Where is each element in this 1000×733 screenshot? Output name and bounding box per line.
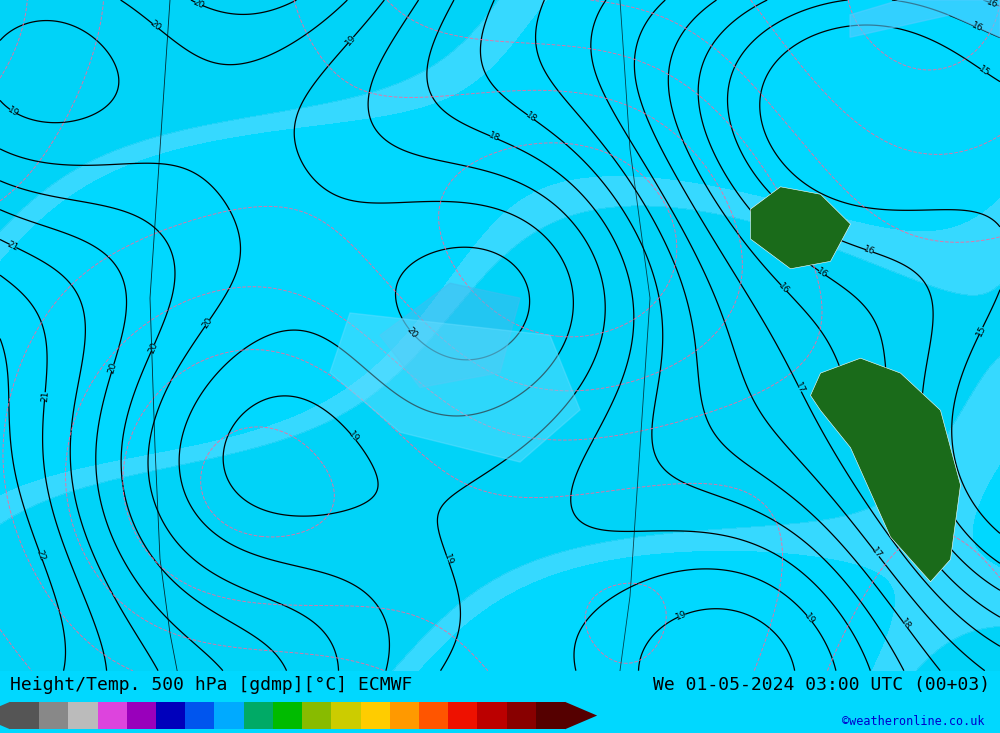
Text: 17: 17: [793, 381, 806, 395]
Bar: [536, 702, 565, 729]
Bar: [390, 702, 419, 729]
Text: 16: 16: [986, 0, 999, 10]
Bar: [448, 702, 477, 729]
Text: 18: 18: [487, 131, 501, 144]
Text: 16: 16: [777, 281, 791, 295]
Text: 19: 19: [346, 430, 361, 444]
FancyArrow shape: [0, 702, 10, 729]
Polygon shape: [850, 0, 1000, 37]
Text: 17: 17: [870, 546, 884, 561]
Text: 20: 20: [146, 341, 159, 355]
Text: Height/Temp. 500 hPa [gdmp][°C] ECMWF: Height/Temp. 500 hPa [gdmp][°C] ECMWF: [10, 676, 412, 693]
Text: 16: 16: [815, 266, 829, 280]
Text: 20: 20: [201, 316, 214, 330]
Text: 16: 16: [863, 245, 877, 257]
Text: 19: 19: [6, 105, 20, 118]
Bar: [477, 702, 507, 729]
Bar: [185, 702, 214, 729]
Text: We 01-05-2024 03:00 UTC (00+03): We 01-05-2024 03:00 UTC (00+03): [653, 676, 990, 693]
Bar: [302, 702, 331, 729]
Text: 19: 19: [675, 609, 689, 622]
Text: 16: 16: [970, 21, 985, 34]
Bar: [39, 702, 68, 729]
Text: 18: 18: [523, 110, 538, 124]
Polygon shape: [330, 313, 580, 462]
Bar: [98, 702, 127, 729]
Bar: [507, 702, 536, 729]
Text: ©weatheronline.co.uk: ©weatheronline.co.uk: [842, 715, 985, 728]
Bar: [244, 702, 273, 729]
Bar: [273, 702, 302, 729]
Text: 21: 21: [6, 240, 20, 253]
Text: 20: 20: [148, 19, 163, 33]
Bar: [361, 702, 390, 729]
FancyArrow shape: [565, 702, 597, 729]
Text: 21: 21: [40, 390, 50, 402]
Text: 20: 20: [107, 361, 119, 375]
Polygon shape: [380, 283, 520, 388]
Text: 19: 19: [802, 611, 817, 626]
Text: 15: 15: [975, 323, 988, 338]
Text: 18: 18: [898, 617, 912, 632]
Bar: [68, 702, 98, 729]
Text: 19: 19: [442, 552, 454, 566]
Text: 20: 20: [405, 325, 419, 339]
Text: 20: 20: [192, 0, 206, 10]
Text: 15: 15: [977, 65, 991, 78]
Bar: [156, 702, 185, 729]
Bar: [214, 702, 244, 729]
Bar: [127, 702, 156, 729]
Text: 22: 22: [35, 548, 47, 562]
Bar: [331, 702, 361, 729]
Bar: [419, 702, 448, 729]
Text: 19: 19: [344, 32, 358, 47]
Bar: [10, 702, 39, 729]
